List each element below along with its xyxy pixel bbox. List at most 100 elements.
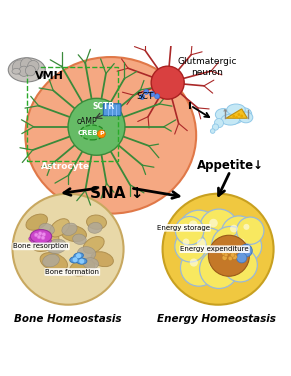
Circle shape — [209, 219, 218, 227]
Text: P: P — [99, 131, 104, 136]
Circle shape — [45, 240, 48, 244]
Circle shape — [41, 241, 45, 245]
Circle shape — [200, 250, 238, 288]
Circle shape — [28, 61, 39, 72]
Circle shape — [230, 225, 238, 232]
Circle shape — [232, 254, 237, 259]
Ellipse shape — [70, 259, 95, 276]
Circle shape — [200, 209, 238, 248]
Circle shape — [41, 236, 45, 240]
Circle shape — [182, 224, 189, 230]
Circle shape — [235, 116, 238, 119]
Circle shape — [208, 235, 249, 276]
Circle shape — [97, 130, 105, 138]
Text: SNA ↓: SNA ↓ — [90, 186, 143, 201]
Circle shape — [186, 228, 229, 271]
Circle shape — [150, 91, 155, 97]
Ellipse shape — [62, 223, 77, 235]
Ellipse shape — [8, 58, 45, 82]
Ellipse shape — [221, 114, 239, 125]
Polygon shape — [226, 109, 247, 118]
Circle shape — [76, 253, 81, 258]
Circle shape — [189, 220, 198, 229]
Ellipse shape — [77, 258, 87, 264]
Text: Glutmatergic
neuron: Glutmatergic neuron — [178, 57, 237, 77]
Circle shape — [197, 238, 206, 248]
Text: Energy storage: Energy storage — [157, 225, 210, 231]
Ellipse shape — [12, 68, 20, 74]
Ellipse shape — [223, 110, 244, 124]
Circle shape — [79, 259, 84, 264]
Circle shape — [178, 210, 219, 251]
Circle shape — [214, 118, 223, 127]
Ellipse shape — [47, 239, 67, 253]
Text: Energy expenditure: Energy expenditure — [180, 246, 249, 252]
Circle shape — [209, 259, 218, 268]
Ellipse shape — [50, 219, 69, 237]
Ellipse shape — [215, 109, 231, 121]
Circle shape — [38, 232, 42, 235]
Circle shape — [223, 248, 257, 282]
Circle shape — [180, 249, 217, 286]
Circle shape — [190, 258, 198, 267]
Text: Astrocyte: Astrocyte — [41, 162, 90, 171]
Ellipse shape — [227, 104, 245, 115]
Circle shape — [230, 231, 262, 262]
Circle shape — [232, 256, 239, 264]
Text: Bone Homeostasis: Bone Homeostasis — [14, 314, 122, 324]
Ellipse shape — [40, 253, 68, 271]
Ellipse shape — [25, 57, 196, 214]
Circle shape — [243, 248, 249, 253]
Ellipse shape — [30, 230, 52, 243]
Text: SCTR: SCTR — [93, 102, 115, 111]
Ellipse shape — [80, 125, 104, 140]
Circle shape — [224, 253, 228, 257]
Circle shape — [212, 124, 219, 130]
Circle shape — [230, 253, 235, 257]
Ellipse shape — [83, 258, 99, 269]
Text: VMH: VMH — [35, 71, 64, 80]
Circle shape — [33, 240, 38, 244]
Circle shape — [25, 65, 36, 76]
Circle shape — [139, 94, 145, 100]
Ellipse shape — [74, 253, 84, 259]
Circle shape — [163, 194, 274, 305]
Text: Appetite↓: Appetite↓ — [197, 159, 264, 172]
Circle shape — [237, 217, 264, 244]
Circle shape — [210, 129, 215, 133]
Text: Bone resorption: Bone resorption — [13, 243, 69, 249]
Ellipse shape — [70, 256, 81, 263]
Circle shape — [221, 216, 256, 251]
Circle shape — [231, 251, 236, 256]
Circle shape — [37, 235, 41, 239]
Text: SCT: SCT — [136, 92, 154, 102]
Ellipse shape — [235, 108, 252, 120]
Circle shape — [13, 60, 27, 74]
Circle shape — [37, 241, 41, 245]
Circle shape — [34, 233, 38, 237]
Circle shape — [13, 194, 124, 305]
Circle shape — [72, 257, 78, 262]
Circle shape — [228, 256, 233, 261]
Circle shape — [144, 89, 149, 94]
Circle shape — [155, 94, 160, 99]
Ellipse shape — [239, 112, 253, 123]
Circle shape — [19, 66, 29, 76]
Circle shape — [221, 250, 227, 255]
Circle shape — [240, 244, 252, 257]
Circle shape — [175, 217, 204, 245]
Circle shape — [20, 58, 33, 70]
Ellipse shape — [32, 233, 59, 252]
Circle shape — [42, 232, 46, 237]
Ellipse shape — [91, 252, 113, 267]
Circle shape — [237, 253, 247, 263]
Circle shape — [212, 226, 249, 264]
Text: Energy Homeostasis: Energy Homeostasis — [157, 314, 276, 324]
Circle shape — [68, 99, 125, 155]
Text: cAMP: cAMP — [76, 117, 97, 126]
Circle shape — [29, 237, 33, 241]
Circle shape — [31, 239, 35, 243]
Ellipse shape — [73, 234, 86, 244]
Text: CREB: CREB — [78, 130, 98, 136]
Circle shape — [237, 113, 240, 116]
